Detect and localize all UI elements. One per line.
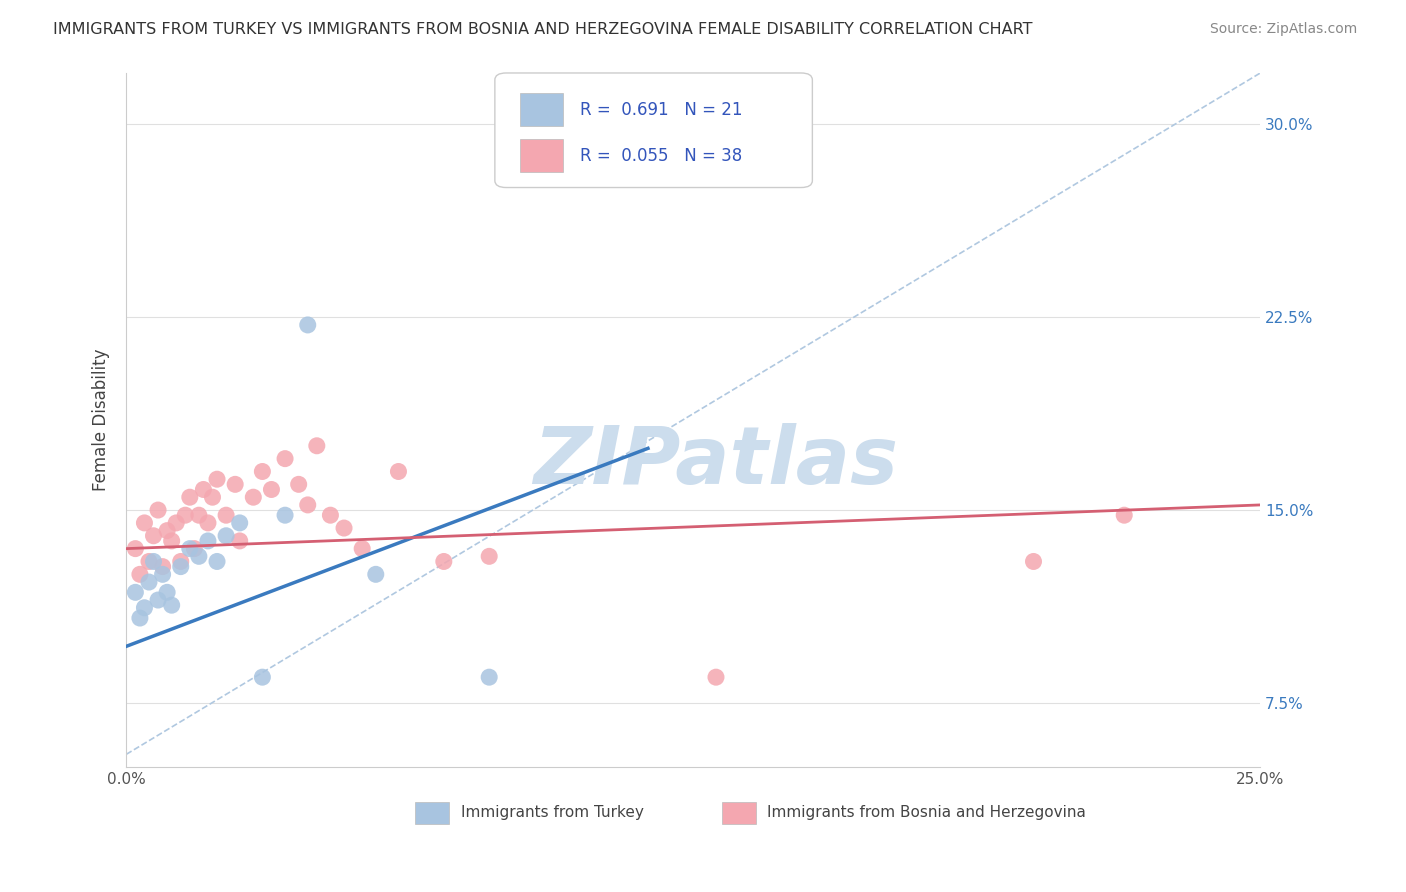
Text: R =  0.055   N = 38: R = 0.055 N = 38	[579, 146, 742, 165]
Point	[364, 567, 387, 582]
Point	[142, 529, 165, 543]
Point	[215, 529, 238, 543]
Point	[170, 554, 193, 568]
Text: Source: ZipAtlas.com: Source: ZipAtlas.com	[1209, 22, 1357, 37]
Point	[146, 593, 169, 607]
Point	[252, 670, 274, 684]
Point	[333, 521, 356, 535]
Point	[170, 559, 193, 574]
Point	[165, 516, 187, 530]
FancyBboxPatch shape	[520, 93, 562, 127]
Point	[187, 508, 209, 523]
Text: ZIPatlas: ZIPatlas	[533, 423, 898, 500]
Point	[704, 670, 727, 684]
Point	[129, 611, 152, 625]
Point	[160, 598, 183, 612]
FancyBboxPatch shape	[520, 139, 562, 172]
Point	[187, 549, 209, 564]
Point	[174, 508, 197, 523]
Point	[205, 472, 228, 486]
Point	[124, 541, 146, 556]
Point	[352, 541, 374, 556]
Point	[260, 483, 283, 497]
Point	[274, 451, 297, 466]
Point	[387, 465, 409, 479]
Point	[224, 477, 246, 491]
Point	[156, 585, 179, 599]
Point	[228, 516, 250, 530]
Point	[129, 567, 152, 582]
Point	[228, 533, 250, 548]
Point	[433, 554, 456, 568]
Point	[156, 524, 179, 538]
Point	[146, 503, 169, 517]
Point	[124, 585, 146, 599]
Text: Immigrants from Bosnia and Herzegovina: Immigrants from Bosnia and Herzegovina	[768, 805, 1085, 821]
Text: R =  0.691   N = 21: R = 0.691 N = 21	[579, 101, 742, 119]
Text: Immigrants from Turkey: Immigrants from Turkey	[461, 805, 644, 821]
Point	[134, 516, 156, 530]
Point	[138, 575, 160, 590]
FancyBboxPatch shape	[721, 802, 755, 824]
Point	[152, 559, 174, 574]
Point	[201, 490, 224, 504]
Point	[297, 498, 319, 512]
Text: IMMIGRANTS FROM TURKEY VS IMMIGRANTS FROM BOSNIA AND HERZEGOVINA FEMALE DISABILI: IMMIGRANTS FROM TURKEY VS IMMIGRANTS FRO…	[53, 22, 1033, 37]
Point	[138, 554, 160, 568]
Point	[252, 465, 274, 479]
Point	[197, 533, 219, 548]
Point	[297, 318, 319, 332]
Point	[274, 508, 297, 523]
Point	[179, 541, 201, 556]
Point	[160, 533, 183, 548]
Point	[142, 554, 165, 568]
Point	[134, 600, 156, 615]
FancyBboxPatch shape	[495, 73, 813, 187]
Point	[197, 516, 219, 530]
Y-axis label: Female Disability: Female Disability	[93, 349, 110, 491]
Point	[215, 508, 238, 523]
Point	[183, 541, 205, 556]
Point	[179, 490, 201, 504]
Point	[193, 483, 215, 497]
Point	[287, 477, 309, 491]
FancyBboxPatch shape	[416, 802, 450, 824]
Point	[1114, 508, 1136, 523]
Point	[152, 567, 174, 582]
Point	[478, 549, 501, 564]
Point	[205, 554, 228, 568]
Point	[1022, 554, 1045, 568]
Point	[319, 508, 342, 523]
Point	[242, 490, 264, 504]
Point	[305, 439, 328, 453]
Point	[478, 670, 501, 684]
